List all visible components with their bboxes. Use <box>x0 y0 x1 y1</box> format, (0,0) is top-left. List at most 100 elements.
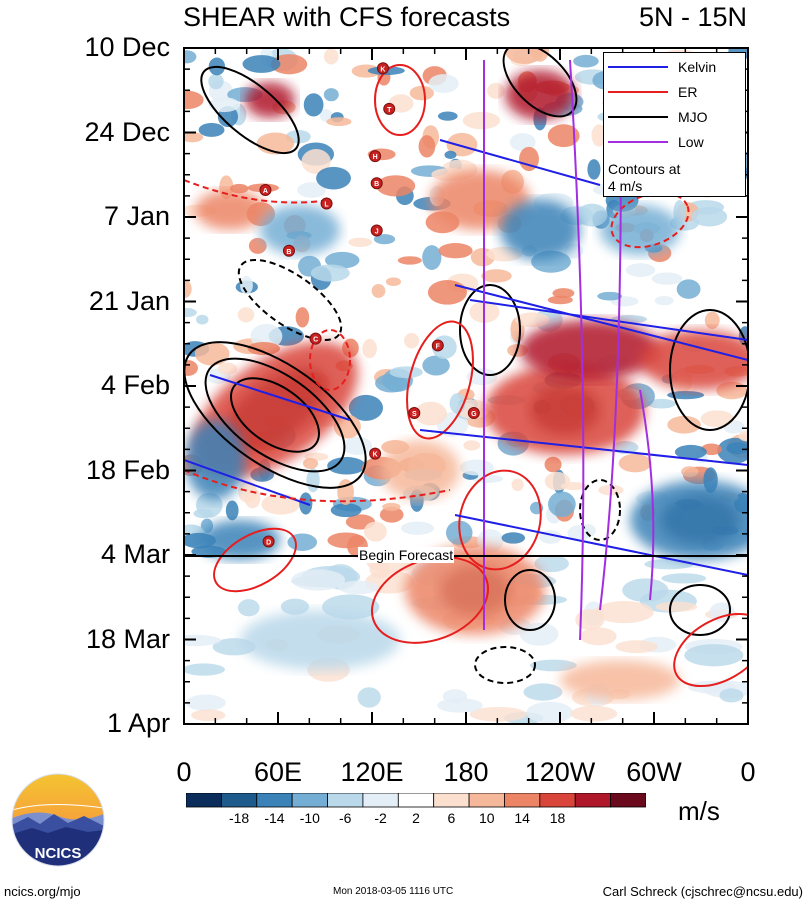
colorbar-swatch <box>362 793 399 808</box>
ncics-logo: NCICS <box>11 773 105 867</box>
shear-patch <box>198 123 225 137</box>
shear-patch <box>400 521 434 535</box>
mjo-contour <box>579 479 621 541</box>
shear-patch <box>409 85 434 101</box>
shear-patch <box>519 146 539 172</box>
shear-blob <box>240 610 400 670</box>
shear-patch <box>225 500 239 521</box>
colorbar-label: -6 <box>338 810 352 826</box>
shear-patch <box>681 466 699 478</box>
shear-blob <box>195 190 265 230</box>
mjo-contour <box>200 65 300 155</box>
shear-patch <box>544 472 571 491</box>
region-label: 5N - 15N <box>638 2 747 32</box>
shear-patch <box>570 705 618 722</box>
storm-marker-circle <box>309 332 322 345</box>
storm-marker-letter: L <box>324 201 329 208</box>
shear-patch <box>297 182 326 198</box>
shear-patch <box>301 149 331 174</box>
shear-field <box>184 48 748 724</box>
storm-marker-letter: T <box>387 107 392 114</box>
storm-marker: G <box>467 407 480 420</box>
legend-item: Kelvin <box>608 59 716 75</box>
shear-patch <box>303 93 324 117</box>
shear-patch <box>238 481 258 503</box>
shear-patch <box>726 442 748 455</box>
mjo-contour <box>184 341 367 489</box>
storm-marker-circle <box>282 244 295 257</box>
colorbar-swatch <box>220 793 258 808</box>
shear-patch <box>594 601 654 624</box>
shear-patch <box>385 277 401 287</box>
shear-patch <box>463 440 481 451</box>
storm-marker-circle <box>262 535 275 548</box>
shear-patch <box>501 532 526 544</box>
shear-patch <box>438 243 473 259</box>
shear-patch <box>509 133 536 152</box>
storm-marker-letter: K <box>380 66 385 73</box>
colorbar-unit: m/s <box>678 796 720 826</box>
colorbar-label: 18 <box>549 810 566 826</box>
colorbar-swatch <box>291 793 328 808</box>
shear-patch <box>673 200 686 225</box>
shear-patch <box>327 457 366 475</box>
x-tick-label: 60E <box>253 757 303 787</box>
begin-forecast-label: Begin Forecast <box>358 547 455 563</box>
y-tick-label: 18 Feb <box>85 454 170 485</box>
shear-patch <box>323 48 339 65</box>
shear-blob <box>380 440 460 500</box>
shear-blob <box>405 545 545 635</box>
legend-label: MJO <box>678 109 708 125</box>
storm-marker-letter: J <box>375 229 379 236</box>
shear-blob <box>520 320 660 380</box>
shear-patch <box>295 307 310 328</box>
er-contour <box>374 64 426 136</box>
shear-patch <box>674 444 707 460</box>
shear-patch <box>655 601 698 612</box>
shear-patch <box>667 415 701 434</box>
shear-patch <box>437 698 483 713</box>
shear-patch <box>217 362 238 375</box>
storm-marker-circle <box>383 102 396 115</box>
shear-patch <box>591 124 607 147</box>
shear-patch <box>337 580 379 595</box>
legend-item: Low <box>608 134 704 150</box>
shear-patch <box>184 634 222 647</box>
site-link[interactable]: ncics.org/mjo <box>4 884 81 899</box>
colorbar-swatch <box>433 793 470 808</box>
mjo-contour <box>669 309 748 431</box>
mjo-contour <box>504 569 556 631</box>
shear-patch <box>184 663 226 676</box>
legend-swatch <box>608 91 668 93</box>
shear-patch <box>310 264 350 282</box>
shear-patch <box>379 506 404 523</box>
colorbar-label: 6 <box>447 810 456 826</box>
colorbar-label: -18 <box>228 810 250 826</box>
shear-patch <box>661 573 707 584</box>
colorbar <box>186 793 646 808</box>
storm-marker-circle <box>259 183 272 196</box>
storm-marker-letter: B <box>286 249 291 256</box>
shear-blob <box>640 330 748 390</box>
shear-patch <box>418 135 436 158</box>
storm-marker-letter: D <box>266 539 271 546</box>
shear-patch <box>348 394 384 421</box>
shear-patch <box>357 687 381 708</box>
shear-patch <box>738 430 748 442</box>
author-credit: Carl Schreck (cjschrec@ncsu.edu) <box>602 884 803 899</box>
storm-marker: S <box>408 407 421 420</box>
shear-patch <box>191 709 226 722</box>
shear-patch <box>185 694 226 711</box>
kelvin-contour <box>184 459 311 506</box>
mjo-contour <box>459 284 521 376</box>
shear-patch <box>208 97 241 113</box>
shear-patch <box>552 288 575 299</box>
storm-marker-letter: S <box>412 411 417 418</box>
legend-label: ER <box>678 84 698 100</box>
colorbar-swatch <box>504 793 541 808</box>
shear-patch <box>615 640 658 654</box>
storm-marker-circle <box>369 447 382 460</box>
shear-patch <box>580 627 617 646</box>
storm-marker-letter: G <box>471 411 477 418</box>
shear-patch <box>371 284 386 298</box>
